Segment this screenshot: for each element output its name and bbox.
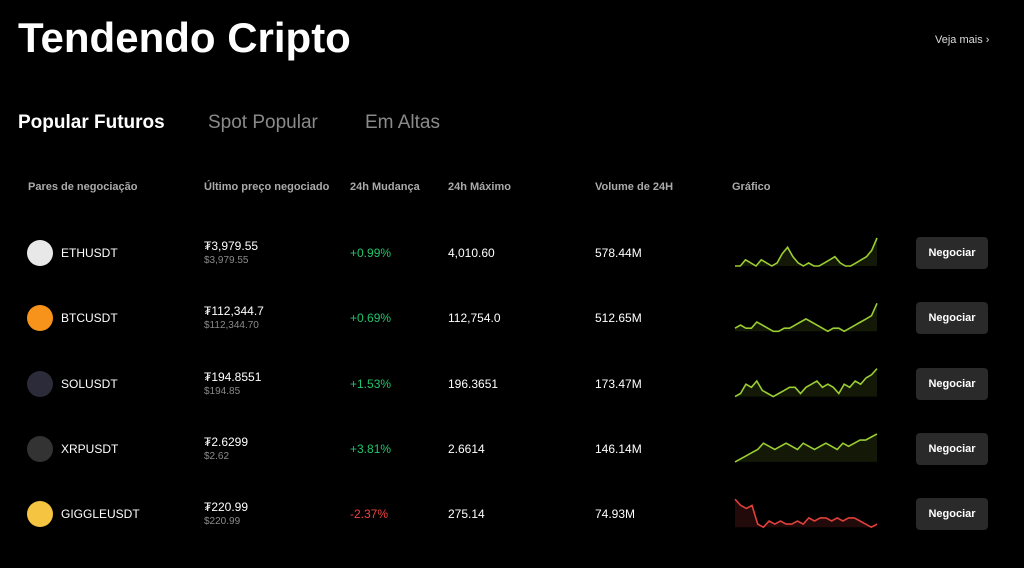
see-more-text: Veja mais	[935, 34, 983, 46]
sparkline	[734, 498, 878, 529]
sparkline	[735, 237, 878, 268]
high: 2.6614	[448, 441, 485, 456]
sparkline-area	[735, 433, 877, 462]
column-header: 24h Mudança	[350, 181, 420, 193]
volume: 173.47M	[595, 376, 642, 391]
column-header: 24h Máximo	[448, 181, 511, 193]
change: +0.99%	[350, 246, 392, 260]
price-usd: $194.85	[204, 385, 241, 397]
price-usd: $2.62	[204, 450, 230, 462]
volume: 578.44M	[595, 246, 642, 260]
trade-button[interactable]: Negociar	[916, 237, 988, 269]
pair-name: GIGGLEUSDT	[61, 507, 140, 522]
coin-icon	[27, 370, 53, 397]
change: +1.53%	[350, 376, 392, 391]
last-price: ₮220.99	[204, 500, 249, 515]
column-header: Pares de negociação	[28, 181, 138, 193]
high: 275.14	[448, 507, 485, 522]
coin-icon	[27, 501, 53, 528]
price-usd: $220.99	[204, 516, 241, 528]
column-header: Último preço negociado	[204, 181, 330, 193]
volume: 74.93M	[595, 507, 636, 522]
sparkline-area	[735, 303, 877, 332]
volume: 512.65M	[595, 311, 642, 326]
last-price: ₮112,344.7	[204, 304, 264, 319]
pair-name: XRPUSDT	[61, 441, 119, 456]
sparkline-area	[735, 238, 877, 266]
price-usd: $112,344.70	[204, 320, 259, 332]
high: 4,010.60	[448, 246, 495, 260]
sparkline	[734, 368, 878, 398]
tab[interactable]: Em Altas	[365, 112, 440, 133]
pair-name: ETHUSDT	[61, 246, 118, 260]
coin-icon	[27, 435, 53, 462]
volume: 146.14M	[595, 441, 642, 456]
page-title: Tendendo Cripto	[18, 14, 351, 61]
last-price: ₮194.8551	[204, 369, 262, 384]
last-price: ₮2.6299	[204, 434, 249, 449]
trade-button[interactable]: Negociar	[916, 432, 988, 465]
trade-button[interactable]: Negociar	[916, 367, 988, 400]
last-price: ₮3,979.55	[204, 239, 259, 253]
coin-icon	[27, 240, 53, 266]
price-usd: $3,979.55	[204, 255, 249, 266]
see-more-link[interactable]: Veja mais ›	[935, 34, 990, 46]
sparkline	[734, 302, 878, 333]
change: -2.37%	[350, 507, 389, 522]
column-header: Volume de 24H	[595, 181, 674, 193]
sparkline-area	[735, 499, 877, 528]
tab[interactable]: Popular Futuros	[18, 112, 165, 133]
trade-button[interactable]: Negociar	[916, 498, 988, 531]
high: 196.3651	[448, 376, 499, 391]
pair-name: SOLUSDT	[61, 376, 118, 391]
high: 112,754.0	[448, 311, 501, 326]
coin-icon	[27, 305, 53, 332]
sparkline	[734, 433, 878, 463]
change: +3.81%	[350, 441, 392, 456]
pair-name: BTCUSDT	[61, 311, 118, 326]
trade-button[interactable]: Negociar	[916, 302, 988, 335]
change: +0.69%	[350, 311, 392, 326]
column-header: Gráfico	[732, 181, 771, 193]
tab[interactable]: Spot Popular	[208, 112, 318, 133]
